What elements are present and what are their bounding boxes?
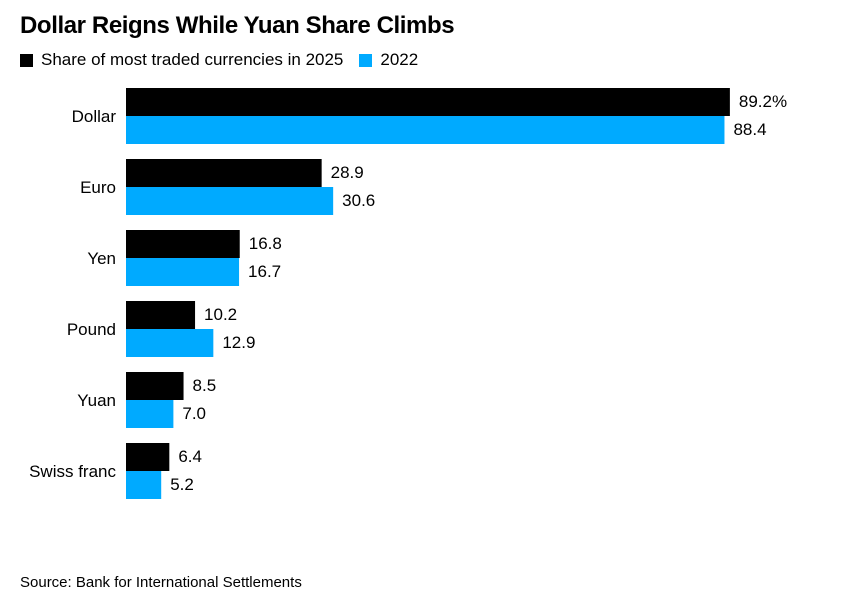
value-label: 88.4 bbox=[733, 120, 766, 139]
category-label: Euro bbox=[80, 178, 116, 197]
value-label: 28.9 bbox=[331, 163, 364, 182]
value-label: 30.6 bbox=[342, 191, 375, 210]
value-label: 7.0 bbox=[182, 404, 206, 423]
source-note: Source: Bank for International Settlemen… bbox=[20, 574, 302, 591]
bar-chart: Dollar 89.2% 88.4 Euro 28.9 30.6 Yen 16.8 16.7 Po… bbox=[29, 88, 787, 499]
bar-2022-yuan bbox=[126, 400, 174, 428]
value-label: 6.4 bbox=[178, 447, 202, 466]
legend: Share of most traded currencies in 2025 … bbox=[20, 50, 434, 70]
legend-label-2022: 2022 bbox=[380, 50, 419, 69]
legend-item-2022: 2022 bbox=[359, 50, 418, 70]
legend-swatch-2022 bbox=[359, 53, 373, 67]
value-label: 8.5 bbox=[193, 376, 217, 395]
value-label: 10.2 bbox=[204, 305, 237, 324]
category-label: Yuan bbox=[77, 391, 116, 410]
legend-swatch-2025 bbox=[20, 53, 33, 67]
category-label: Yen bbox=[87, 249, 116, 268]
bar-2025-yen bbox=[126, 230, 240, 258]
bar-2022-dollar bbox=[126, 116, 725, 144]
category-label: Pound bbox=[67, 320, 116, 339]
value-label: 12.9 bbox=[222, 333, 255, 352]
category-label: Swiss franc bbox=[29, 462, 116, 481]
bar-2022-pound bbox=[126, 329, 214, 357]
value-label: 89.2% bbox=[739, 92, 787, 111]
bar-2022-euro bbox=[126, 187, 334, 215]
bar-2022-yen bbox=[126, 258, 240, 286]
value-label: 16.7 bbox=[248, 262, 281, 281]
bar-2025-yuan bbox=[126, 372, 184, 400]
bar-2025-swiss-franc bbox=[126, 443, 170, 471]
chart-title: Dollar Reigns While Yuan Share Climbs bbox=[20, 12, 455, 39]
value-label: 5.2 bbox=[170, 475, 194, 494]
legend-item-2025: Share of most traded currencies in 2025 bbox=[20, 50, 343, 70]
bar-2025-euro bbox=[126, 159, 322, 187]
bar-2022-swiss-franc bbox=[126, 471, 162, 499]
legend-label-2025: Share of most traded currencies in 2025 bbox=[41, 50, 344, 69]
bar-2025-pound bbox=[126, 301, 196, 329]
bar-2025-dollar bbox=[126, 88, 730, 116]
value-label: 16.8 bbox=[249, 234, 282, 253]
category-label: Dollar bbox=[72, 107, 117, 126]
